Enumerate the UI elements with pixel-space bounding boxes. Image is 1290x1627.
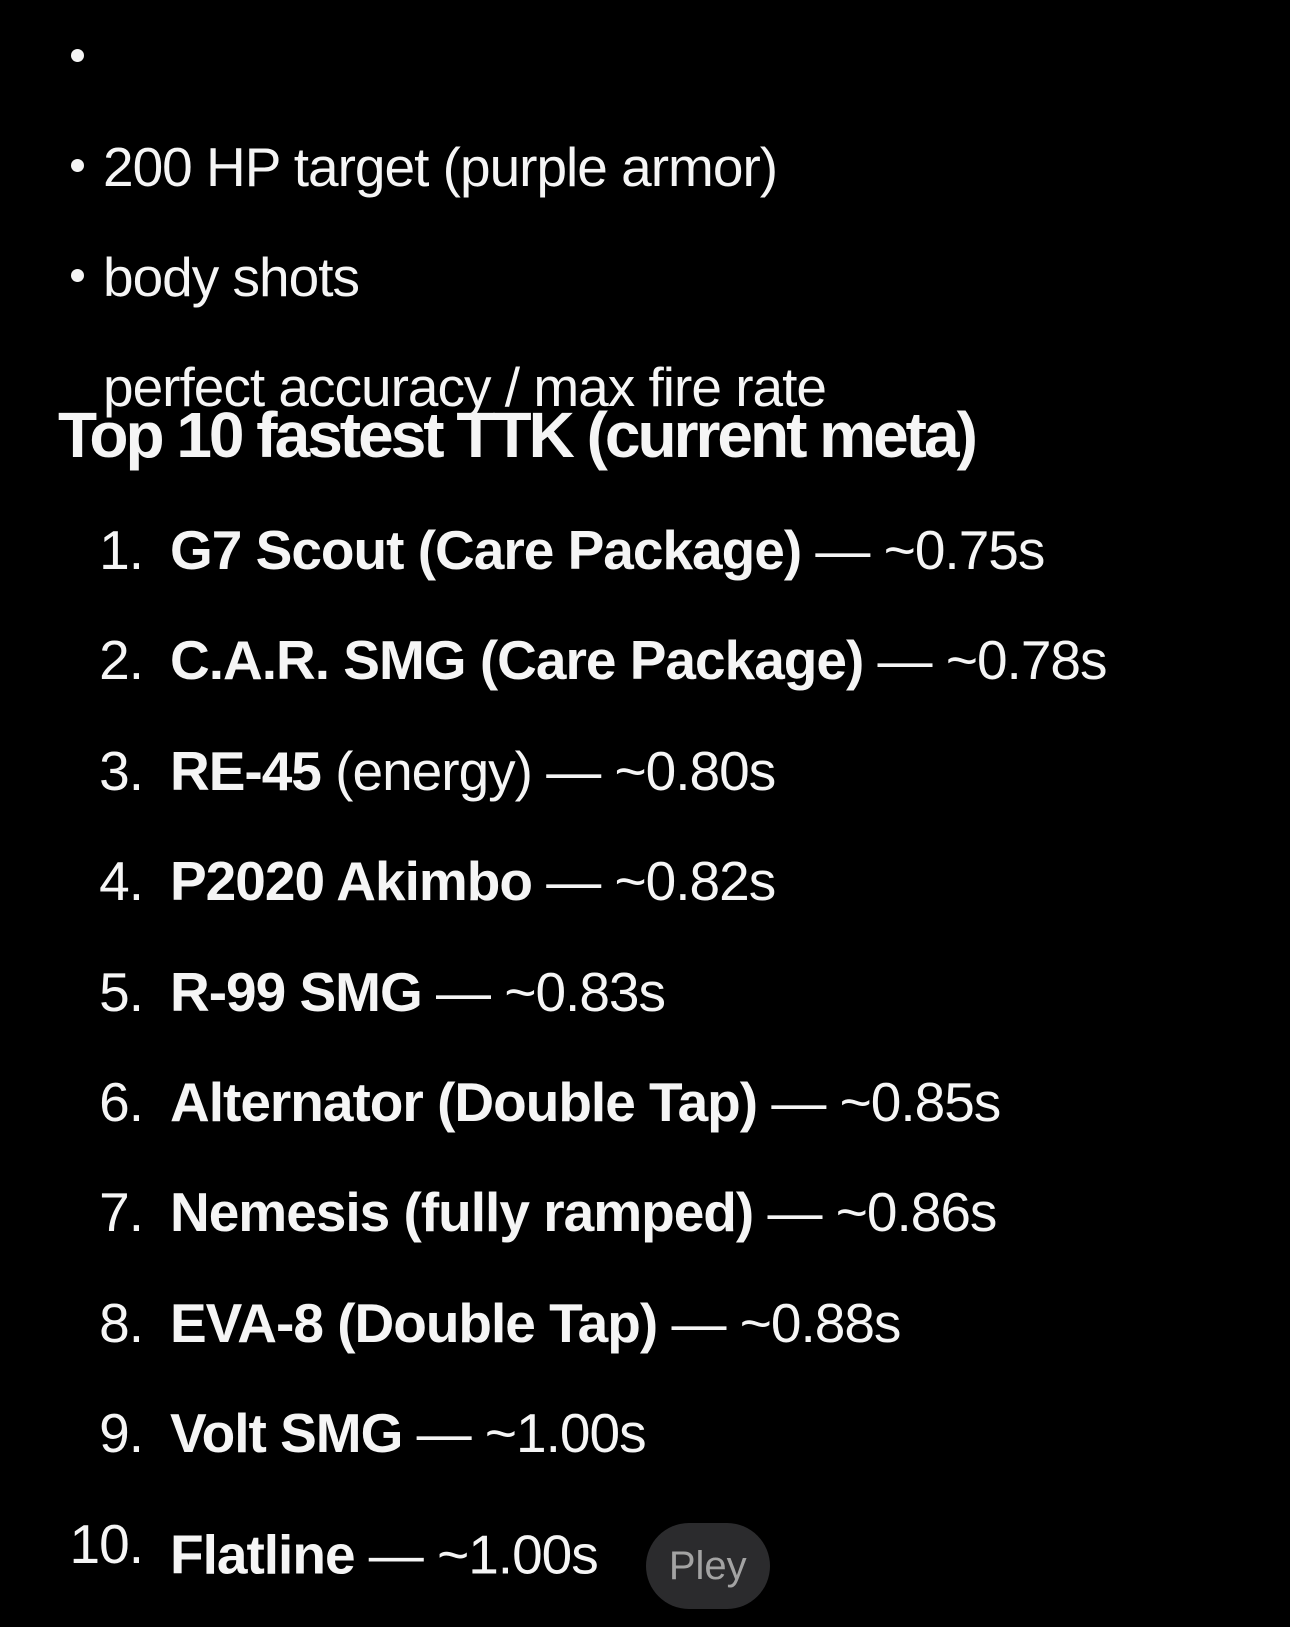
bullet-dot-icon	[71, 49, 84, 62]
ttk-value: (energy) — ~0.80s	[320, 740, 776, 802]
list-item-content: Nemesis (fully ramped) — ~0.86s	[170, 1181, 997, 1243]
bullet-item: 200 HP target (purple armor)	[0, 27, 1290, 195]
bullet-item: body shots	[0, 137, 1290, 305]
weapon-name: P2020 Akimbo	[170, 850, 533, 912]
list-item: 1. G7 Scout (Care Package) — ~0.75s	[0, 522, 1290, 578]
list-item: 5. R-99 SMG — ~0.83s	[0, 964, 1290, 1020]
list-item: 4. P2020 Akimbo — ~0.82s	[0, 853, 1290, 909]
list-item: 2. C.A.R. SMG (Care Package) — ~0.78s	[0, 632, 1290, 688]
list-item-content: C.A.R. SMG (Care Package) — ~0.78s	[170, 629, 1108, 691]
pley-button[interactable]: Pley	[645, 1523, 770, 1609]
list-item: 9. Volt SMG — ~1.00s	[0, 1405, 1290, 1461]
list-item-number: 9.	[99, 1402, 144, 1464]
list-item-number: 5.	[99, 961, 144, 1023]
list-item-content: RE-45 (energy) — ~0.80s	[170, 740, 776, 802]
ttk-value: — ~1.00s	[402, 1402, 647, 1464]
weapon-name: Nemesis (fully ramped)	[170, 1181, 754, 1243]
bullet-dot-icon	[71, 269, 84, 282]
list-item-number: 6.	[99, 1071, 144, 1133]
list-item-number: 2.	[99, 629, 144, 691]
bullet-item: perfect accuracy / max fire rate	[0, 247, 1290, 415]
ttk-value: — ~0.88s	[657, 1292, 901, 1354]
weapon-name: Volt SMG	[170, 1402, 403, 1464]
list-item-number: 8.	[99, 1292, 144, 1354]
weapon-name: C.A.R. SMG (Care Package)	[170, 629, 864, 691]
list-item: 10. Flatline — ~1.00s Pley	[0, 1513, 1290, 1609]
list-item-content: Volt SMG — ~1.00s	[170, 1402, 647, 1464]
list-item-content: EVA-8 (Double Tap) — ~0.88s	[170, 1292, 901, 1354]
list-item-number: 4.	[99, 850, 144, 912]
list-item-number: 1.	[99, 519, 144, 581]
bullet-text: perfect accuracy / max fire rate	[103, 356, 827, 418]
list-item-number: 3.	[99, 740, 144, 802]
weapon-name: RE-45	[170, 740, 322, 802]
ttk-value: — ~0.75s	[801, 519, 1045, 581]
list-item: 6. Alternator (Double Tap) — ~0.85s	[0, 1074, 1290, 1130]
list-item-number: 10.	[69, 1513, 144, 1575]
ttk-value: — ~1.00s	[354, 1523, 599, 1586]
weapon-name: Alternator (Double Tap)	[170, 1071, 758, 1133]
list-item-content: G7 Scout (Care Package) — ~0.75s	[170, 519, 1045, 581]
ttk-value: — ~0.83s	[421, 961, 666, 1023]
bullet-text: body shots	[103, 246, 360, 308]
list-item-content: P2020 Akimbo — ~0.82s	[170, 850, 776, 912]
list-item-content: R-99 SMG — ~0.83s	[170, 961, 666, 1023]
weapon-name: EVA-8 (Double Tap)	[170, 1292, 658, 1354]
weapon-name: Flatline	[170, 1523, 356, 1586]
list-item: 8. EVA-8 (Double Tap) — ~0.88s	[0, 1295, 1290, 1351]
weapon-name: G7 Scout (Care Package)	[170, 519, 802, 581]
list-item: 3. RE-45 (energy) — ~0.80s	[0, 743, 1290, 799]
ttk-value: — ~0.86s	[753, 1181, 997, 1243]
list-item-content: Flatline — ~1.00s Pley	[170, 1516, 770, 1609]
bullet-dot-icon	[71, 159, 84, 172]
ttk-value: — ~0.78s	[863, 629, 1108, 691]
weapon-name: R-99 SMG	[170, 961, 423, 1023]
list-item-number: 7.	[99, 1181, 144, 1243]
list-item-content: Alternator (Double Tap) — ~0.85s	[170, 1071, 1001, 1133]
list-item: 7. Nemesis (fully ramped) — ~0.86s	[0, 1184, 1290, 1240]
ttk-value: — ~0.85s	[757, 1071, 1001, 1133]
bullet-text: 200 HP target (purple armor)	[103, 136, 778, 198]
ttk-value: — ~0.82s	[531, 850, 776, 912]
section-heading: Top 10 fastest TTK (current meta)	[58, 399, 978, 471]
